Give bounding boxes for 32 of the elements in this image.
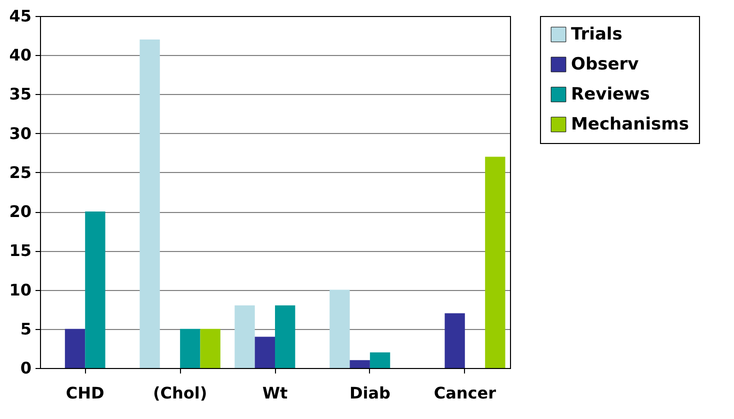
y-tick-label: 0 bbox=[20, 358, 32, 378]
y-tick-label: 40 bbox=[9, 46, 32, 65]
y-tick-label: 15 bbox=[9, 241, 32, 260]
legend-label: Observ bbox=[571, 54, 639, 74]
y-tick-label: 20 bbox=[9, 202, 32, 222]
y-tick-label: 5 bbox=[20, 319, 32, 338]
legend-label: Trials bbox=[571, 24, 622, 44]
legend-label: Mechanisms bbox=[571, 114, 689, 134]
bar bbox=[64, 328, 86, 368]
bar bbox=[234, 305, 255, 368]
bar bbox=[330, 290, 350, 368]
bar bbox=[444, 313, 465, 368]
y-tick-label: 25 bbox=[9, 162, 32, 182]
bar bbox=[180, 328, 200, 368]
bar bbox=[200, 328, 220, 368]
y-tick-label: 10 bbox=[9, 280, 32, 300]
x-tick-label: Cancer bbox=[434, 384, 496, 402]
x-tick-label: (Chol) bbox=[152, 384, 208, 402]
bar bbox=[254, 336, 275, 368]
y-tick-label: 45 bbox=[9, 6, 32, 26]
y-tick-label: 30 bbox=[9, 124, 32, 143]
y-tick-label: 35 bbox=[9, 84, 32, 104]
bar bbox=[370, 352, 390, 368]
x-tick-label: Diab bbox=[349, 384, 390, 402]
bar bbox=[485, 156, 506, 368]
legend-label: Reviews bbox=[571, 84, 650, 104]
bar bbox=[140, 39, 160, 368]
bar bbox=[85, 212, 106, 368]
x-tick-label: Wt bbox=[262, 384, 288, 402]
bar bbox=[350, 360, 370, 368]
x-tick-label: CHD bbox=[66, 384, 104, 402]
bar bbox=[275, 305, 296, 368]
